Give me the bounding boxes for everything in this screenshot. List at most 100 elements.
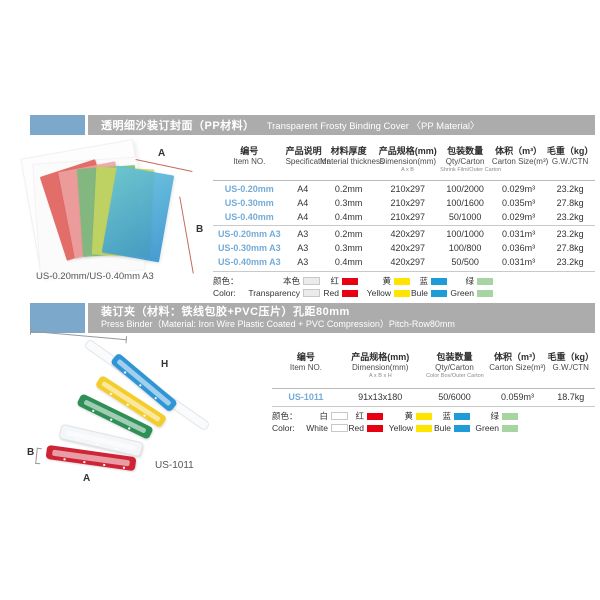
dimension-label-b: B [27, 447, 35, 458]
section2-spec-table: 编号 Item NO. 产品规格(mm) Dimension(mm) A x B… [272, 352, 595, 434]
item-number: US-0.40mm [224, 212, 274, 222]
yellow-swatch [416, 424, 432, 432]
a3-rows-group: US-0.20mm A3 A3 0.2mm 420x297 100/1000 0… [213, 225, 595, 270]
col-dimension: 产品规格(mm) Dimension(mm) A x B x H [351, 352, 410, 380]
section2-title-en: Press Binder（Material: Iron Wire Plastic… [101, 319, 455, 329]
table-row: US-0.30mm A4 0.3mm 210x297 100/1600 0.03… [213, 196, 595, 210]
color-option: 黄 [383, 410, 432, 422]
section1-illustration-caption: US-0.20mm/US-0.40mm A3 [36, 271, 154, 282]
yellow-swatch [394, 289, 410, 297]
col-qty-carton: 包装数量 Qty/Carton Shrink Film/Outer Carton [440, 146, 502, 174]
section2-product-illustration: H B A US-1011 [27, 330, 265, 485]
color-option: 蓝 [432, 410, 470, 422]
color-option: 绿 [447, 275, 493, 287]
white-swatch [331, 412, 348, 420]
color-label-en: Color: [213, 288, 236, 298]
section1-spec-table: 编号 Item NO. 产品说明 Specification 材料厚度 Mate… [213, 146, 595, 299]
section2-color-options: 颜色： 白 红 黄 蓝 [272, 406, 595, 434]
red-swatch [367, 412, 383, 420]
red-swatch [342, 277, 358, 285]
color-label-cn: 颜色： [213, 276, 239, 286]
item-number: US-1011 [288, 392, 324, 402]
col-carton-size: 体积（m³） Carton Size(m³) [489, 352, 546, 373]
item-number: US-0.40mm A3 [217, 257, 281, 267]
dimension-label-b: B [196, 224, 204, 235]
color-row-en: Color: White Red Yellow Bule [272, 422, 595, 434]
green-swatch [477, 289, 493, 297]
section1-table-header: 编号 Item NO. 产品说明 Specification 材料厚度 Mate… [213, 146, 595, 181]
color-option: White [306, 423, 348, 433]
col-qty-carton: 包装数量 Qty/Carton Color Box/Outer Carton [425, 352, 484, 380]
col-carton-size: 体积（m³） Carton Size(m³) [491, 146, 549, 167]
color-row-cn: 颜色： 白 红 黄 蓝 [272, 410, 595, 422]
color-option: Bule [432, 423, 470, 433]
section1-title-bar: 透明细沙装订封面（PP材料） Transparent Frosty Bindin… [88, 115, 595, 135]
blue-swatch [431, 289, 447, 297]
col-material-thickness: 材料厚度 Material thickness [319, 146, 384, 167]
color-option: 本色 [283, 275, 320, 287]
section2-title-cn: 装订夹（材料：铁线包胶+PVC压片）孔距80mm [101, 306, 350, 318]
dimension-label-h: H [161, 359, 169, 370]
color-option: 绿 [470, 410, 518, 422]
yellow-swatch [416, 412, 432, 420]
col-gross-weight: 毛重（kg） G.W./CTN [547, 352, 594, 373]
color-option: Transparency [248, 288, 320, 298]
color-option: Green [470, 423, 518, 433]
col-gross-weight: 毛重（kg） G.W./CTN [546, 146, 594, 167]
color-row-cn: 颜色： 本色 红 黄 蓝 [213, 275, 595, 287]
table-row: US-0.40mm A4 0.4mm 210x297 50/1000 0.029… [213, 210, 595, 224]
white-swatch [331, 424, 348, 432]
table-row: US-0.20mm A3 A3 0.2mm 420x297 100/1000 0… [213, 227, 595, 241]
color-label-en: Color: [272, 423, 295, 433]
dimension-bracket-b [35, 447, 42, 465]
blue-swatch [454, 412, 470, 420]
item-number: US-0.30mm A3 [217, 243, 281, 253]
color-option: 蓝 [410, 275, 447, 287]
section1-color-options: 颜色： 本色 红 黄 蓝 [213, 271, 595, 299]
color-row-en: Color: Transparency Red Yellow Bule [213, 287, 595, 299]
red-swatch [342, 289, 358, 297]
item-number: US-0.20mm A3 [217, 229, 281, 239]
red-swatch [367, 424, 383, 432]
table-row: US-0.30mm A3 A3 0.3mm 420x297 100/800 0.… [213, 241, 595, 255]
section2-accent-tab [30, 303, 85, 333]
section1-accent-tab [30, 115, 85, 135]
transparency-swatch [303, 277, 320, 285]
dimension-label-a: A [83, 473, 91, 484]
color-label-cn: 颜色： [272, 411, 298, 421]
green-swatch [477, 277, 493, 285]
yellow-swatch [394, 277, 410, 285]
section1-product-illustration: A B US-0.20mm/US-0.40mm A3 [20, 138, 212, 296]
col-item-no: 编号 Item NO. [289, 352, 322, 373]
col-dimension: 产品规格(mm) Dimension(mm) A x B [378, 146, 437, 174]
color-option: 红 [348, 410, 383, 422]
blue-swatch [454, 424, 470, 432]
dimension-line-b [179, 196, 194, 274]
color-option: Bule [410, 288, 447, 298]
color-option: Red [320, 288, 358, 298]
blue-swatch [431, 277, 447, 285]
a4-rows-group: US-0.20mm A4 0.2mm 210x297 100/2000 0.02… [213, 181, 595, 225]
color-option: 红 [320, 275, 358, 287]
table-row: US-1011 91x13x180 50/6000 0.059m³ 18.7kg [272, 390, 595, 404]
green-swatch [502, 424, 518, 432]
col-item-no: 编号 Item NO. [233, 146, 266, 167]
section2-table-header: 编号 Item NO. 产品规格(mm) Dimension(mm) A x B… [272, 352, 595, 389]
green-swatch [502, 412, 518, 420]
section1-title-cn: 透明细沙装订封面（PP材料） [101, 120, 255, 132]
section1-header-bar: 透明细沙装订封面（PP材料） Transparent Frosty Bindin… [30, 115, 595, 135]
section2-header-bar: 装订夹（材料：铁线包胶+PVC压片）孔距80mm Press Binder（Ma… [30, 303, 595, 333]
color-option: Red [348, 423, 383, 433]
col-specification: 产品说明 Specification [285, 146, 331, 167]
color-option: Green [447, 288, 493, 298]
dimension-label-a: A [158, 148, 166, 159]
color-option: Yellow [358, 288, 410, 298]
section2-illustration-caption: US-1011 [155, 460, 194, 471]
color-option: 黄 [358, 275, 410, 287]
table-row: US-0.20mm A4 0.2mm 210x297 100/2000 0.02… [213, 182, 595, 196]
section1-title-en: Transparent Frosty Binding Cover 〈PP Mat… [266, 121, 480, 132]
transparency-swatch [303, 289, 320, 297]
item-number: US-0.20mm [224, 184, 274, 194]
section2-title-bar: 装订夹（材料：铁线包胶+PVC压片）孔距80mm Press Binder（Ma… [88, 303, 595, 333]
